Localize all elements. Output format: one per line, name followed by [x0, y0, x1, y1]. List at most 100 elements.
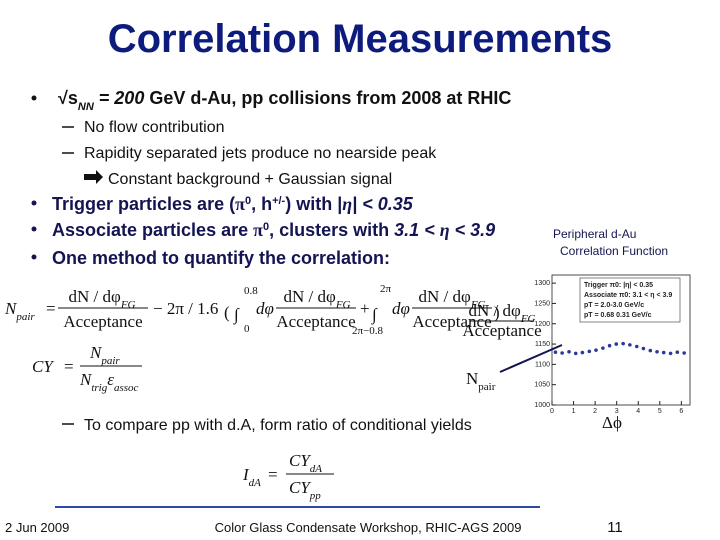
- symbol: η: [342, 194, 352, 214]
- bullet-text: Associate particles are π0, clusters wit…: [52, 220, 495, 240]
- text: Associate particles are: [52, 220, 253, 240]
- symbol: CY: [289, 451, 311, 470]
- text: GeV d-Au, pp collisions from 2008 at RHI…: [144, 88, 511, 108]
- denominator: CYpp: [289, 478, 321, 502]
- y-tick-label: 1200: [534, 321, 550, 328]
- data-point: [614, 342, 619, 346]
- data-point: [601, 346, 605, 350]
- x-tick-label: 2: [593, 408, 597, 415]
- y-tick-label: 1050: [534, 382, 550, 389]
- legend-box: [579, 277, 681, 323]
- data-point: [594, 348, 598, 352]
- subscript: NN: [78, 101, 95, 113]
- eq-text: =: [64, 357, 74, 376]
- bullet-text: One method to quantify the correlation:: [52, 248, 390, 268]
- y-tick-label: 1000: [534, 402, 550, 409]
- inset-title: Correlation Function: [560, 244, 668, 258]
- integral: ∫: [233, 305, 240, 325]
- data-point: [655, 349, 659, 354]
- text: N: [466, 369, 478, 388]
- sub-bullet: To compare pp with d.A, form ratio of co…: [84, 417, 472, 434]
- numerator: CYdA: [289, 451, 322, 475]
- symbol: ε: [107, 370, 114, 389]
- subscript: dA: [249, 477, 262, 489]
- text: = 200: [94, 88, 145, 108]
- arrow-text: Constant background + Gaussian signal: [108, 171, 392, 188]
- footer-date: 2 Jun 2009: [5, 520, 69, 535]
- symbol: CY: [289, 478, 311, 497]
- subscript: pair: [15, 311, 35, 323]
- eq-text: +: [360, 299, 370, 318]
- x-tick-label: 5: [658, 408, 662, 415]
- superscript: 0: [245, 195, 251, 207]
- data-point: [641, 346, 646, 351]
- symbol: I: [242, 465, 250, 484]
- data-point: [567, 349, 571, 354]
- text: dN / dφ: [419, 287, 472, 306]
- legend-text: Associate π0: 3.1 < η < 3.9: [584, 292, 672, 299]
- sqrt-s: √s: [58, 88, 78, 108]
- data-point: [628, 343, 632, 347]
- sub-bullet: Rapidity separated jets produce no nears…: [84, 145, 437, 162]
- y-tick-label: 1150: [535, 341, 550, 348]
- data-point: [553, 350, 558, 354]
- page-number: 11: [607, 519, 623, 536]
- subscript: FG: [120, 299, 136, 311]
- text: , clusters with: [269, 220, 394, 240]
- superscript: 0: [263, 221, 269, 233]
- inset-xlabel: Δϕ: [602, 413, 622, 432]
- sub-bullet: No flow contribution: [84, 119, 225, 136]
- eq-text: Npair: [4, 299, 35, 323]
- data-point: [607, 343, 612, 348]
- arrow-icon: [84, 170, 103, 184]
- x-tick-label: 6: [679, 408, 683, 415]
- upper-limit: 0.8: [244, 285, 258, 297]
- subscript: FG: [335, 299, 351, 311]
- y-tick-label: 1100: [535, 361, 550, 368]
- integral: ∫: [371, 305, 378, 325]
- subscript: pair: [478, 381, 495, 393]
- bullet: [31, 254, 37, 260]
- denominator: Ntrigεassoc: [79, 370, 139, 394]
- data-point: [580, 350, 585, 355]
- data-point: [634, 344, 639, 349]
- symbol: N: [4, 299, 18, 318]
- subscript: assoc: [114, 382, 139, 394]
- text: ) with |: [285, 194, 342, 214]
- text: dN / dφ: [469, 301, 522, 320]
- inset-plot: 1000 1050 1100 1150 1200 1250 1300 0 1 2 3 4 5 6 Trigg…: [534, 274, 691, 415]
- data-point: [621, 341, 625, 346]
- legend-text: pT = 2.0-3.0 GeV/c: [584, 302, 644, 309]
- x-tick-label: 4: [636, 408, 640, 415]
- data-point: [587, 349, 592, 354]
- denominator: Acceptance: [276, 312, 355, 331]
- upper-limit: 2π: [380, 283, 392, 295]
- denominator: Acceptance: [412, 312, 491, 331]
- superscript: +/-: [272, 195, 285, 207]
- y-tick-label: 1300: [534, 280, 550, 287]
- x-tick-label: 1: [572, 408, 576, 415]
- footer-event: Color Glass Condensate Workshop, RHIC-AG…: [215, 520, 522, 535]
- numerator: dN / dφFG: [469, 301, 536, 325]
- symbol: N: [79, 370, 93, 389]
- text: < 3.9: [450, 220, 496, 240]
- bullet: [31, 226, 37, 232]
- data-point: [682, 351, 686, 355]
- eq-text: =: [46, 299, 56, 318]
- text: dN / dφ: [284, 287, 337, 306]
- text: Trigger particles are (: [52, 194, 235, 214]
- inset-ylabel: Npair: [466, 369, 496, 393]
- data-point: [648, 348, 653, 353]
- legend-text: pT = 0.68 0.31 GeV/c: [584, 312, 652, 319]
- title: Correlation Measurements: [108, 17, 613, 61]
- data-point: [675, 350, 680, 354]
- data-point: [560, 351, 564, 355]
- eq-text: − 2π / 1.6: [153, 299, 218, 318]
- eq-text: ): [494, 303, 500, 322]
- symbol: π: [235, 194, 245, 214]
- lower-limit: 0: [244, 323, 250, 335]
- text: , h: [251, 194, 272, 214]
- legend-text: Trigger π0: |η| < 0.35: [584, 282, 653, 289]
- bullet-text: Trigger particles are (π0, h+/-) with |η…: [52, 194, 414, 214]
